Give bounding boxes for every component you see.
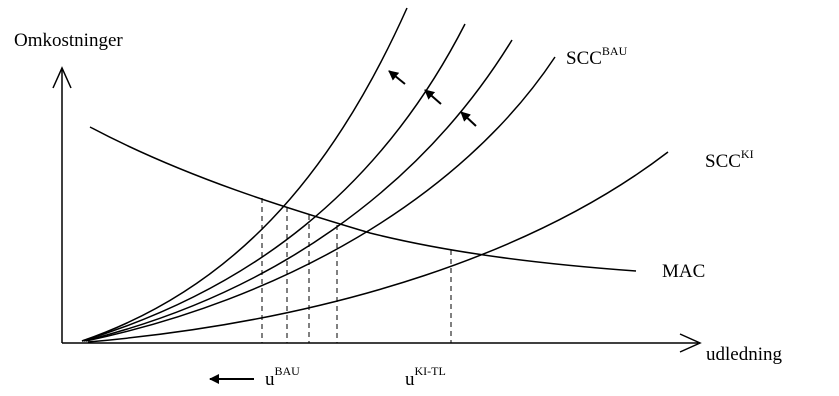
scc-curve-1	[81, 7, 408, 342]
y-axis-label: Omkostninger	[14, 30, 123, 51]
shift-arrow-3	[460, 111, 477, 127]
y-axis-arrowhead	[52, 66, 72, 89]
scc-curve-2	[81, 23, 466, 342]
x-axis-arrowhead	[679, 333, 702, 353]
u-bau-label: uBAU	[265, 364, 300, 390]
mac-curve	[89, 126, 637, 272]
mac-label: MAC	[662, 261, 705, 282]
x-axis-label: udledning	[706, 344, 782, 365]
scc-curve-3	[83, 39, 513, 342]
u-ki-tl-label: uKI-TL	[405, 364, 446, 390]
scc-bau-curve	[85, 56, 556, 342]
scc-ki-curve	[87, 151, 669, 343]
shift-arrow-2	[424, 89, 442, 105]
scc-bau-label: SCCBAU	[566, 44, 628, 69]
shift-arrow-1	[388, 70, 406, 85]
scc-ki-label: SCCKI	[705, 147, 754, 172]
